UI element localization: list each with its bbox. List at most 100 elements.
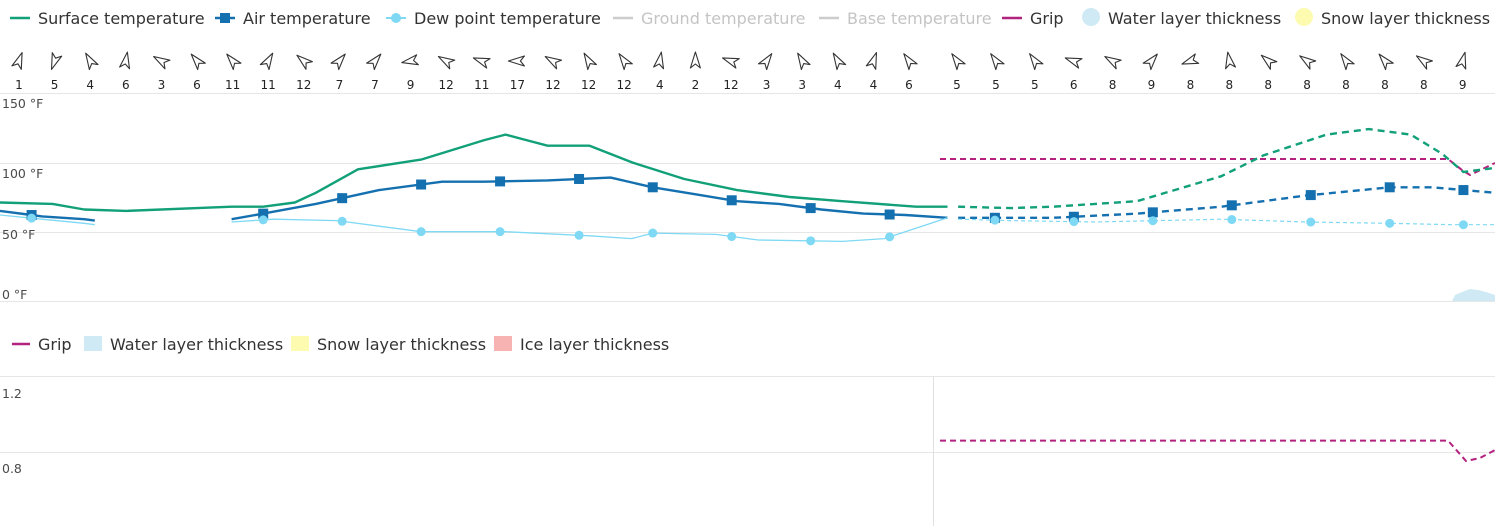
y-tick-1-2: 1.2 <box>2 386 22 401</box>
wind-arrow-icon <box>1455 51 1467 70</box>
legend-label: Base temperature <box>847 9 992 28</box>
series-forecast-dew-point-temperature <box>958 218 1495 226</box>
legend-item-ice-layer-thickness[interactable]: Ice layer thickness <box>494 335 669 354</box>
series-line-dew-point-temperature <box>0 214 95 226</box>
legend-item-grip-2[interactable]: Grip <box>12 335 72 354</box>
wind-speed-label: 4 <box>870 78 878 92</box>
y-tick-50: 50 °F <box>2 227 35 242</box>
wind-speed-label: 9 <box>407 78 415 92</box>
wind-speed-label: 7 <box>371 78 379 92</box>
wind-arrow-shape <box>366 53 382 71</box>
dew-point-marker <box>885 232 895 242</box>
wind-speed-label: 9 <box>1459 78 1467 92</box>
series-line-surface-temperature <box>0 133 948 213</box>
wind-arrow-icon <box>1142 53 1158 71</box>
wind-arrow-icon <box>226 53 242 71</box>
air-temperature-marker <box>1147 207 1158 218</box>
series-line-dew-point-temperature <box>231 217 948 243</box>
air-temperature-marker <box>1458 185 1469 196</box>
wind-arrow-shape <box>330 53 346 71</box>
lower-series <box>940 439 1495 463</box>
air-temperature-marker <box>726 195 737 206</box>
wind-speed-label: 6 <box>193 78 201 92</box>
legend-label: Grip <box>38 335 72 354</box>
wind-arrow-icon <box>153 55 171 70</box>
upper-gridlines <box>0 93 1495 302</box>
wind-speed-label: 5 <box>953 78 961 92</box>
legend-item-air-temperature[interactable]: Air temperature <box>215 9 371 28</box>
wind-arrow-icon <box>1029 53 1044 71</box>
wind-arrow-icon <box>1104 55 1122 70</box>
legend-label: Snow layer thickness <box>1321 9 1490 28</box>
wind-speed-label: 6 <box>122 78 130 92</box>
wind-speed-label: 8 <box>1187 78 1195 92</box>
wind-arrow-shape <box>1455 51 1467 70</box>
series-forecast-surface-temperature <box>958 127 1495 210</box>
wind-speed-label: 12 <box>723 78 738 92</box>
wind-speed-label: 8 <box>1420 78 1428 92</box>
wind-arrow-shape <box>1181 53 1200 65</box>
wind-arrow-shape <box>11 51 23 70</box>
dew-point-marker <box>258 215 268 225</box>
upper-y-axis: 150 °F 100 °F 50 °F 0 °F <box>2 96 43 302</box>
wind-arrow-shape <box>689 51 701 69</box>
wind-arrow-shape <box>757 53 773 71</box>
wind-arrow-icon <box>1340 53 1355 71</box>
wind-speed-label: 5 <box>51 78 59 92</box>
wind-arrow-shape <box>1064 57 1083 69</box>
wind-speed-label: 5 <box>1031 78 1039 92</box>
dew-point-marker <box>648 228 658 238</box>
wind-arrow-shape <box>990 53 1005 71</box>
wind-arrow-icon <box>757 53 773 71</box>
wind-speed-label: 8 <box>1264 78 1272 92</box>
wind-arrow-icon <box>951 53 966 71</box>
wind-arrow-shape <box>153 55 171 70</box>
wind-speed-label: 12 <box>296 78 311 92</box>
wind-arrow-icon <box>1415 55 1433 70</box>
y-tick-0-8: 0.8 <box>2 461 22 476</box>
wind-speed-label: 8 <box>1109 78 1117 92</box>
wind-arrow-icon <box>472 57 491 69</box>
legend-item-surface-temperature[interactable]: Surface temperature <box>10 9 205 28</box>
wind-arrow-shape <box>85 52 99 71</box>
wind-speed-label: 7 <box>336 78 344 92</box>
wind-arrow-shape <box>832 52 847 71</box>
legend-item-base-temperature[interactable]: Base temperature <box>819 9 992 28</box>
dew-point-marker <box>337 216 347 226</box>
wind-speed-label: 12 <box>581 78 596 92</box>
wind-speed-label: 3 <box>158 78 166 92</box>
water-layer-area <box>1452 289 1495 301</box>
wind-arrow-icon <box>1378 53 1394 71</box>
wind-speed-label: 3 <box>763 78 771 92</box>
lower-y-axis: 1.2 0.8 <box>2 386 22 476</box>
wind-arrow-icon <box>1064 57 1083 69</box>
wind-arrow-shape <box>1415 55 1433 70</box>
legend-item-snow-layer-thickness[interactable]: Snow layer thickness <box>1295 8 1490 28</box>
legend-item-ground-temperature[interactable]: Ground temperature <box>613 9 806 28</box>
legend-item-grip[interactable]: Grip <box>1002 9 1064 28</box>
top-legend: Surface temperature Air temperature Dew … <box>10 8 1490 28</box>
wind-arrow-shape <box>865 51 878 70</box>
legend-label: Water layer thickness <box>1108 9 1281 28</box>
wind-arrow-icon <box>366 53 382 71</box>
wind-arrow-icon <box>653 51 665 70</box>
wind-arrow-shape <box>50 52 63 71</box>
y-tick-150: 150 °F <box>2 96 43 111</box>
dew-point-marker <box>27 213 37 223</box>
legend-item-dew-point-temperature[interactable]: Dew point temperature <box>386 9 601 28</box>
wind-speed-label: 8 <box>1225 78 1233 92</box>
series-line-air-temperature <box>0 209 95 222</box>
wind-arrow-icon <box>832 52 847 71</box>
legend-item-water-layer-thickness[interactable]: Water layer thickness <box>1082 8 1281 28</box>
wind-speed-label: 4 <box>834 78 842 92</box>
legend-label: Surface temperature <box>38 9 205 28</box>
bottom-legend: Grip Water layer thickness Snow layer th… <box>12 335 669 354</box>
legend-item-snow-layer-thickness-2[interactable]: Snow layer thickness <box>291 335 486 354</box>
wind-arrow-shape <box>951 53 966 71</box>
wind-speed-label: 2 <box>692 78 700 92</box>
dew-point-marker <box>1306 217 1316 227</box>
legend-label: Snow layer thickness <box>317 335 486 354</box>
legend-item-water-layer-thickness-2[interactable]: Water layer thickness <box>84 335 283 354</box>
wind-arrow-icon <box>1225 51 1236 70</box>
air-temperature-marker <box>1068 211 1079 222</box>
